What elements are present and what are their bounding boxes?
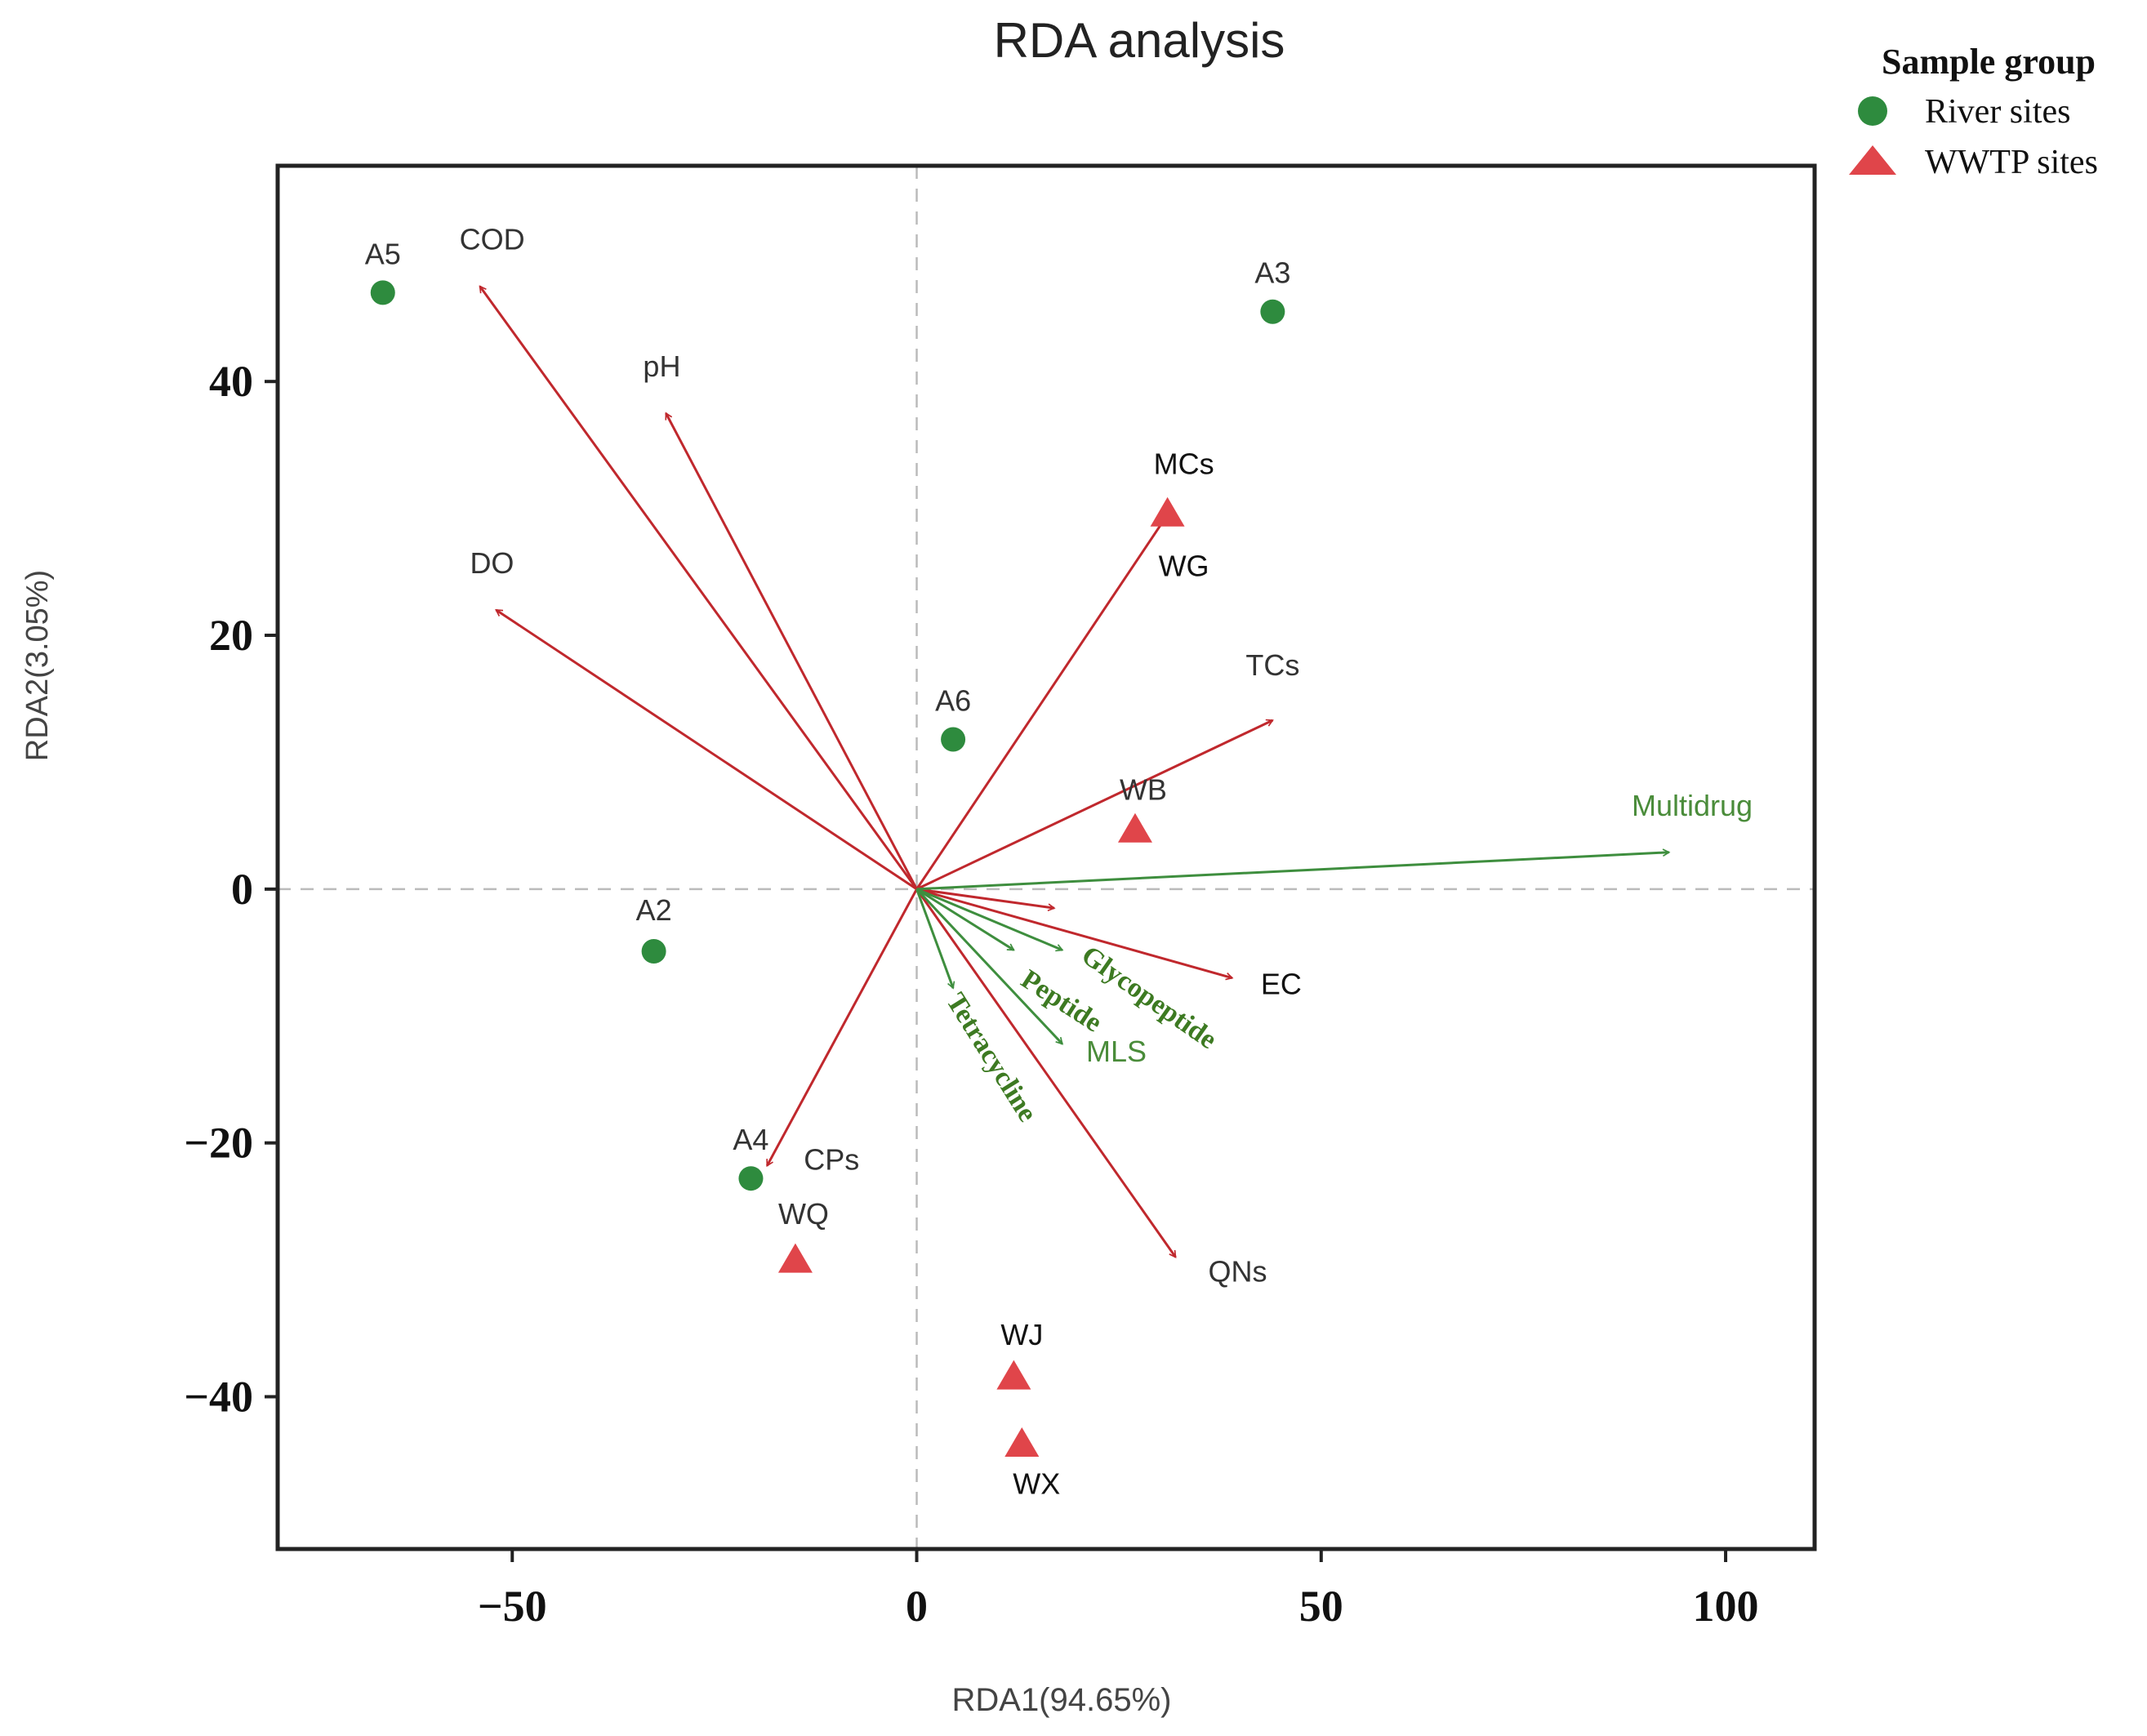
- river-site-point: [370, 280, 395, 305]
- x-tick-label: −50: [478, 1582, 547, 1631]
- env-arrow: [765, 888, 918, 1166]
- axis-ticks: −50 0 50 100 −40 −20 0 20 40: [184, 357, 1758, 1631]
- env-arrow-label: EC: [1261, 968, 1302, 1001]
- legend: Sample group River sites WWTP sites: [1849, 42, 2098, 181]
- arg-arrow: [915, 888, 1062, 1044]
- river-site-point: [738, 1166, 764, 1191]
- arg-arrow-label: Multidrug: [1632, 789, 1753, 822]
- env-arrow: [479, 287, 918, 890]
- legend-marker-river: [1858, 96, 1887, 126]
- zero-lines: [278, 166, 1815, 1549]
- env-arrow-label: pH: [643, 349, 680, 383]
- legend-label-wwtp: WWTP sites: [1925, 144, 2098, 181]
- point-label: WJ: [1000, 1318, 1043, 1351]
- point-label: WG: [1159, 549, 1209, 582]
- env-arrow: [915, 888, 1177, 1257]
- legend-title: Sample group: [1882, 42, 2096, 82]
- y-tick-label: 20: [209, 611, 253, 660]
- chart-title: RDA analysis: [994, 13, 1285, 68]
- legend-marker-wwtp: [1849, 145, 1896, 175]
- env-arrow-label: TCs: [1245, 648, 1299, 682]
- env-arrow: [496, 608, 918, 891]
- wwtp-site-point: [1004, 1427, 1040, 1457]
- y-axis-label: RDA2(3.05%): [20, 570, 55, 761]
- point-label: A2: [636, 893, 672, 927]
- x-tick-label: 0: [906, 1582, 928, 1631]
- env-arrow: [916, 888, 1054, 908]
- env-arrow-label: QNs: [1208, 1255, 1267, 1289]
- env-arrow: [915, 720, 1273, 891]
- y-tick-label: −20: [184, 1119, 253, 1168]
- point-label: WB: [1120, 772, 1167, 806]
- env-arrow: [916, 888, 1232, 978]
- arg-arrows: MultidrugGlycopeptidePeptideMLSTetracycl…: [915, 789, 1753, 1127]
- wwtp-site-point: [996, 1360, 1031, 1390]
- env-arrow-label: DO: [470, 546, 514, 580]
- river-site-point: [941, 727, 966, 752]
- arg-arrow: [916, 852, 1669, 891]
- x-axis-label: RDA1(94.65%): [951, 1682, 1171, 1718]
- point-label: A6: [935, 683, 971, 717]
- wwtp-site-point: [1150, 496, 1185, 527]
- x-tick-label: 100: [1693, 1582, 1759, 1631]
- y-tick-label: 40: [209, 357, 253, 406]
- x-tick-label: 50: [1299, 1582, 1343, 1631]
- arg-arrow: [915, 888, 1014, 951]
- point-label: A5: [365, 237, 401, 270]
- point-label: A3: [1254, 256, 1290, 290]
- env-arrow-label: CPs: [804, 1143, 859, 1177]
- arg-arrow-label: MLS: [1086, 1035, 1147, 1068]
- wwtp-site-point: [777, 1243, 813, 1273]
- arg-arrow: [915, 888, 1062, 950]
- sample-points: A5 A3 A6 A2 A4 WG WB WQ WJ WX: [365, 237, 1291, 1500]
- y-tick-label: 0: [231, 865, 253, 914]
- river-site-point: [1260, 299, 1285, 324]
- env-arrow-label: COD: [460, 223, 525, 256]
- wwtp-site-point: [1117, 812, 1152, 843]
- env-arrow: [665, 413, 918, 890]
- legend-label-river: River sites: [1925, 93, 2070, 131]
- y-tick-label: −40: [184, 1373, 253, 1422]
- arg-arrow: [915, 888, 954, 988]
- point-label: WX: [1013, 1467, 1060, 1501]
- point-label: A4: [733, 1123, 768, 1156]
- env-arrow: [915, 514, 1169, 890]
- river-site-point: [641, 939, 666, 964]
- env-arrow-label: MCs: [1154, 447, 1214, 480]
- environment-arrows: COD pH DO MCs TCs EC QNs CPs: [460, 223, 1302, 1289]
- plot-frame: [275, 163, 1817, 1551]
- point-label: WQ: [778, 1197, 829, 1231]
